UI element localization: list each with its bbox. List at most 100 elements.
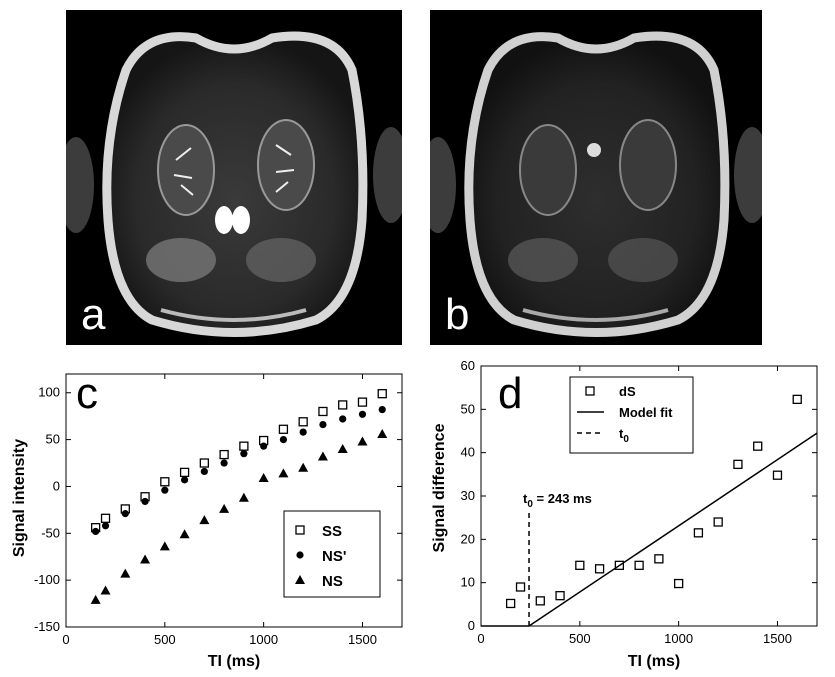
x-tick-label: 500 (569, 631, 591, 646)
y-tick-label: 50 (461, 401, 475, 416)
x-tick-label: 1500 (348, 632, 377, 647)
data-point (317, 451, 328, 461)
y-tick-label: -50 (41, 525, 60, 540)
data-point (357, 397, 368, 407)
data-point (179, 529, 190, 539)
legend-marker (585, 386, 595, 396)
data-point (180, 476, 189, 484)
data-point (120, 568, 131, 578)
data-point (654, 554, 664, 564)
data-point (319, 421, 327, 429)
data-point (92, 527, 100, 536)
data-point (505, 598, 516, 609)
data-point (377, 428, 388, 438)
data-point (239, 441, 249, 451)
data-point (100, 585, 111, 595)
data-point (238, 492, 249, 502)
data-point (140, 554, 151, 564)
x-tick-label: 1000 (664, 631, 693, 646)
data-point (141, 497, 149, 506)
panel-label-b: b (445, 290, 470, 339)
data-point (358, 410, 367, 418)
legend-marker (295, 525, 305, 535)
data-point (199, 458, 210, 468)
data-point (339, 415, 347, 423)
x-axis-label: TI (ms) (628, 653, 680, 670)
data-point (220, 459, 228, 467)
data-point (753, 441, 763, 451)
y-tick-label: 0 (53, 478, 60, 493)
y-tick-label: 40 (461, 445, 475, 460)
legend-label: NS' (322, 548, 346, 565)
data-point (634, 560, 644, 570)
y-tick-label: 50 (46, 432, 60, 447)
legend-label: SS (322, 523, 342, 540)
mri-scan-b (430, 31, 762, 337)
mri-scan-a (66, 31, 402, 337)
data-point (100, 513, 111, 523)
y-tick-label: -150 (34, 619, 60, 634)
data-point (179, 467, 190, 478)
annotation-t0: t0 = 243 ms (523, 491, 592, 510)
data-point (555, 591, 565, 601)
data-point (160, 477, 170, 487)
x-tick-label: 0 (62, 632, 69, 647)
x-tick-label: 0 (477, 631, 484, 646)
panel-label-a: a (81, 290, 106, 339)
y-tick-label: 60 (461, 358, 475, 373)
model-fit-line (481, 432, 818, 627)
plot-frame (65, 373, 403, 628)
data-point (219, 503, 230, 513)
mri-image-b: b (430, 10, 762, 345)
x-tick-label: 500 (154, 632, 176, 647)
data-point (299, 428, 307, 436)
data-point (535, 596, 545, 606)
data-point (693, 528, 704, 538)
legend-marker (296, 551, 304, 559)
mri-image-a: a (66, 10, 402, 345)
y-tick-label: 20 (461, 531, 475, 546)
data-point (219, 449, 229, 460)
data-point (278, 424, 289, 434)
data-point (318, 406, 328, 417)
legend-label: NS (322, 573, 343, 590)
annotation-value: = 243 ms (533, 491, 592, 506)
x-axis-label: TI (ms) (208, 653, 260, 670)
data-point (279, 435, 288, 444)
data-point (258, 473, 269, 483)
data-point (575, 560, 585, 570)
y-tick-label: 10 (461, 575, 475, 590)
data-point (772, 470, 783, 480)
legend-label: Model fit (619, 405, 673, 420)
data-point (121, 510, 129, 518)
y-axis-label: Signal intensity (11, 439, 28, 557)
data-point (377, 389, 387, 399)
data-point (378, 406, 386, 414)
y-tick-label: 0 (468, 618, 475, 633)
data-point (161, 486, 169, 494)
legend: SS NS' NS (283, 510, 381, 598)
legend-marker (295, 575, 305, 584)
x-tick-label: 1500 (763, 631, 792, 646)
x-tick-label: 1000 (249, 632, 278, 647)
data-point (90, 594, 101, 604)
data-point (101, 522, 110, 530)
data-point (733, 459, 743, 470)
data-point (337, 443, 348, 453)
data-point (357, 436, 368, 446)
y-tick-label: 30 (461, 488, 475, 503)
data-point (298, 462, 309, 472)
data-point (200, 467, 208, 476)
data-point (278, 468, 289, 478)
data-point (159, 541, 170, 551)
data-point (338, 400, 348, 410)
panel-label-d: d (498, 369, 522, 418)
data-point (240, 450, 248, 458)
subscript: 0 (527, 499, 533, 510)
panel-label-c: c (76, 369, 98, 418)
y-axis-label: Signal difference (431, 423, 448, 552)
data-point (199, 515, 210, 525)
legend: dS Model fit t0 (569, 376, 694, 454)
